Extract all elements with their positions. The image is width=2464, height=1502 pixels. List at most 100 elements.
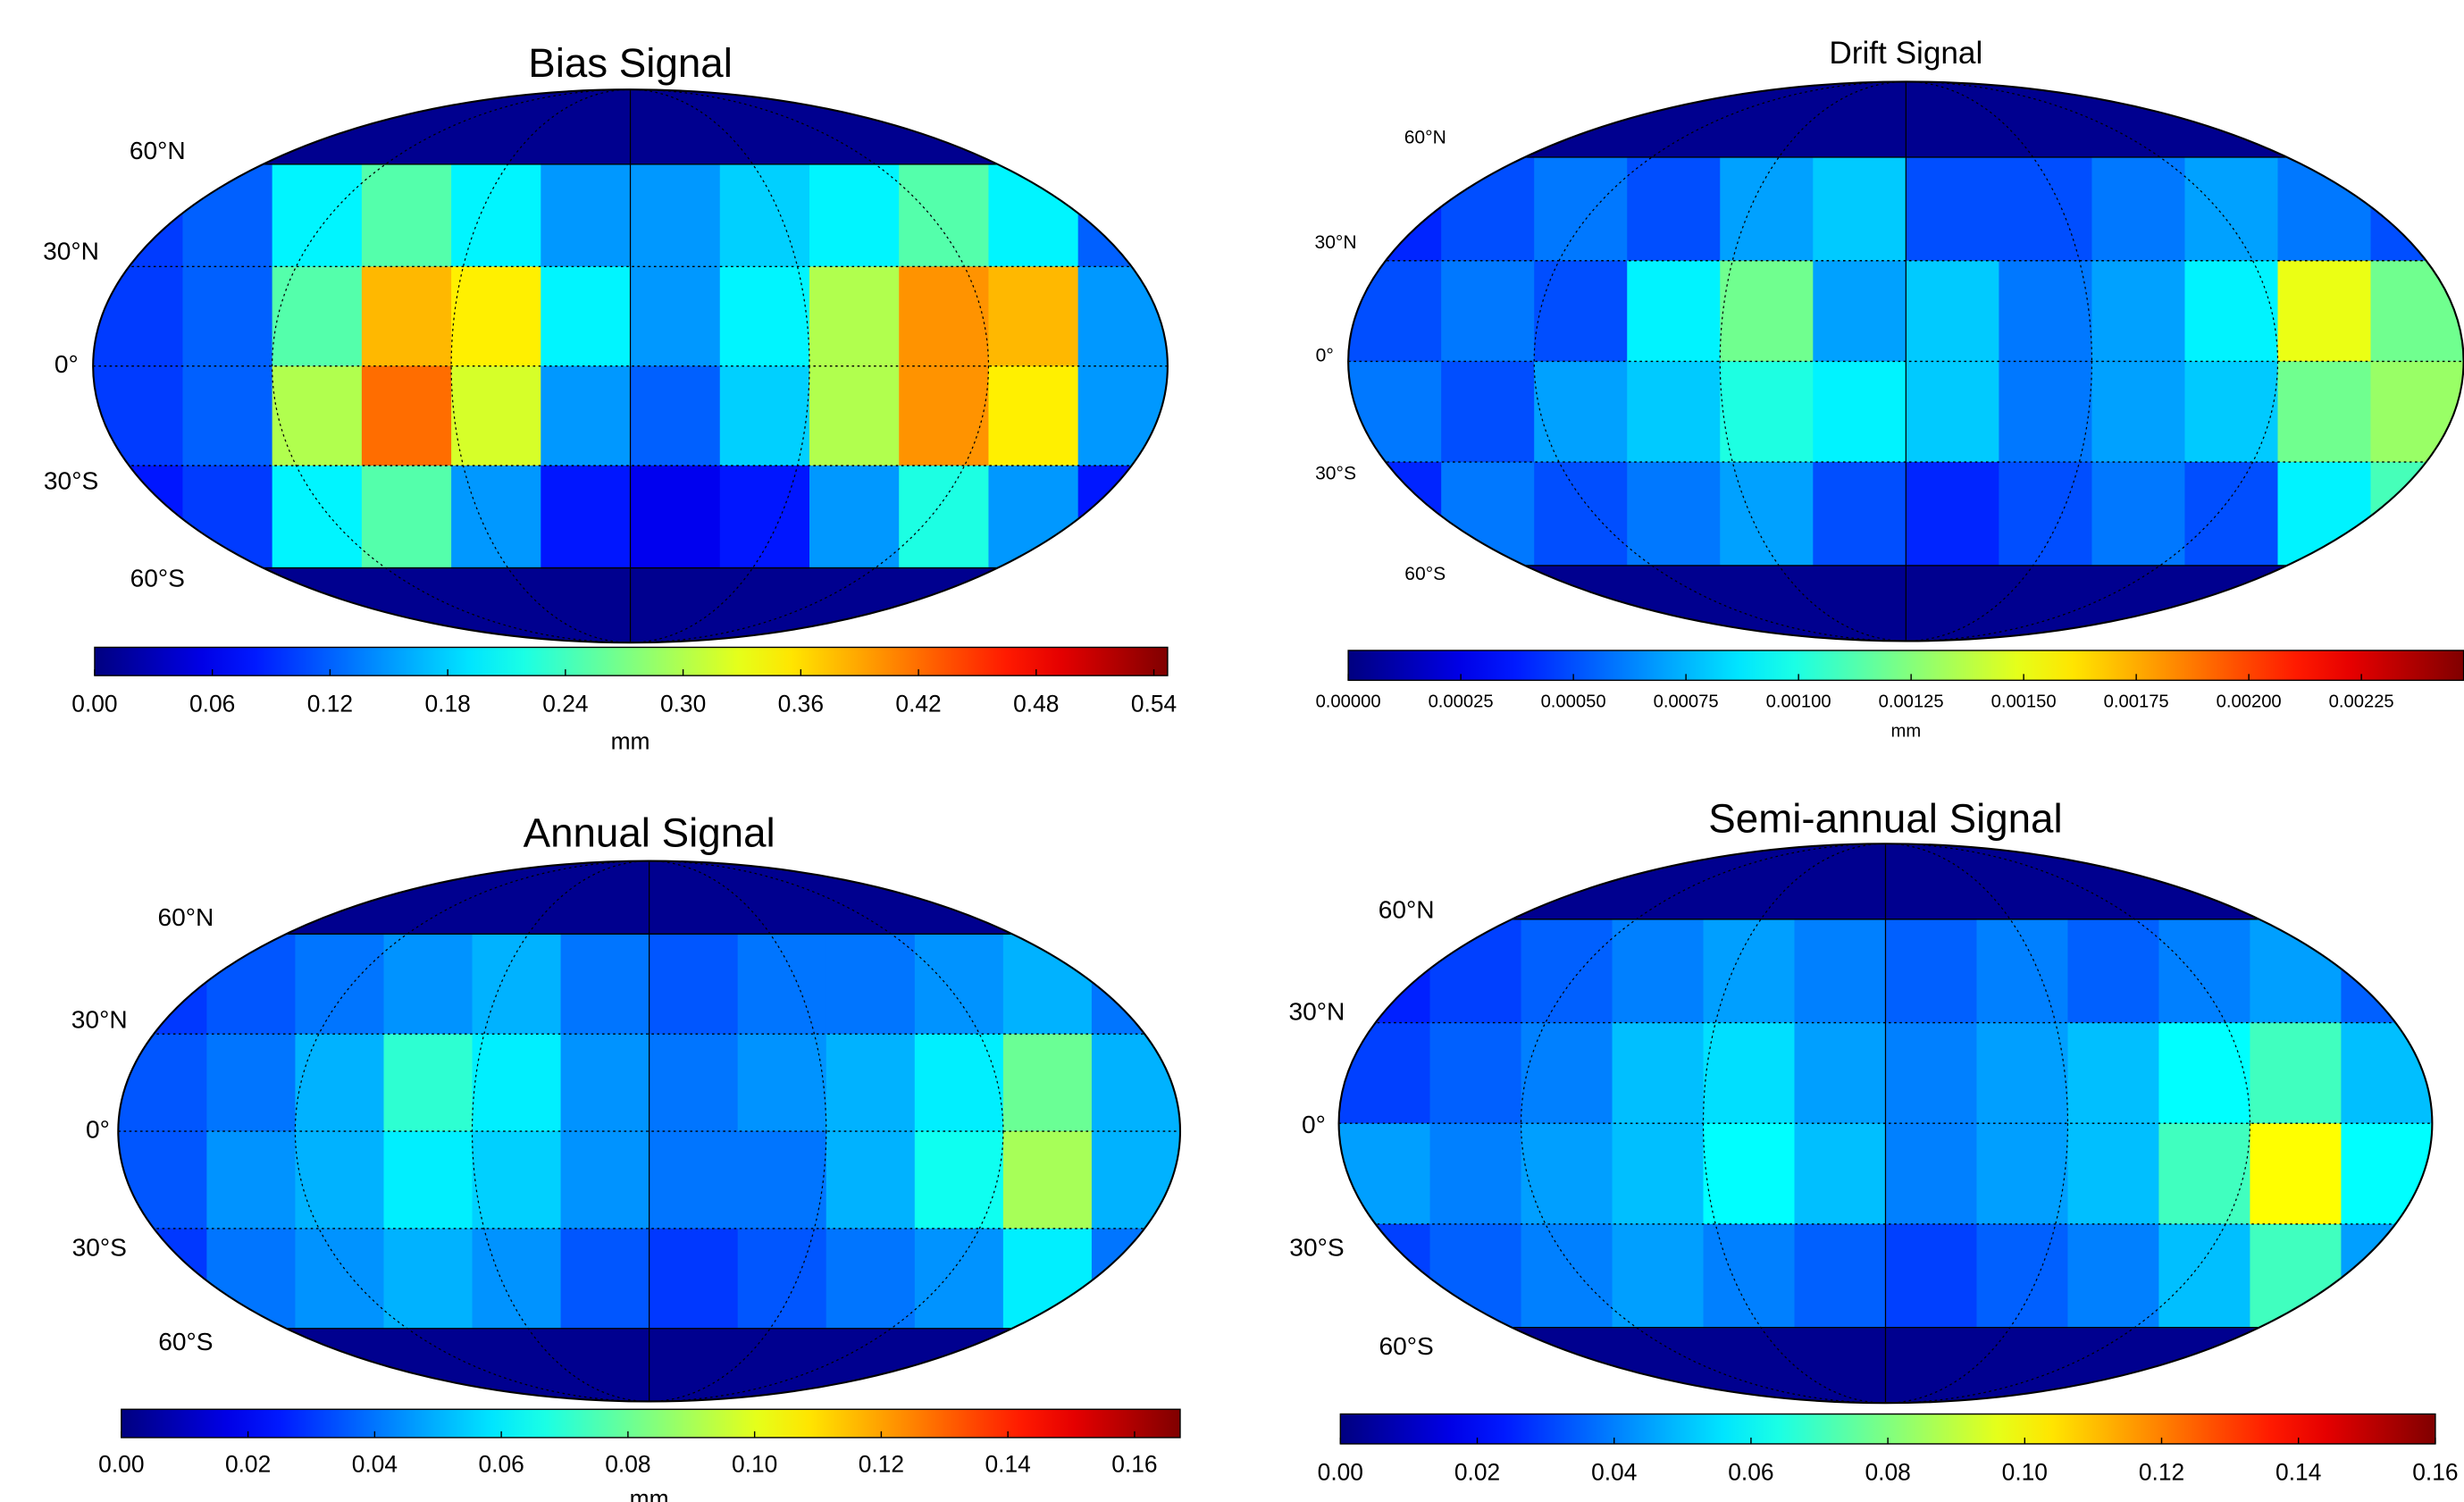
map [1338, 843, 2433, 1404]
grid-cell [2158, 1022, 2250, 1124]
grid-cell [2158, 1223, 2250, 1329]
grid-cell [1002, 1228, 1093, 1330]
grid-cell [1612, 1022, 1705, 1124]
grid-cell [1534, 462, 1628, 566]
grid-cell [1091, 1034, 1180, 1132]
grid-cell [1612, 1223, 1705, 1329]
grid-cell [560, 1034, 650, 1132]
grid-cell [719, 266, 810, 367]
grid-cell [1429, 1022, 1522, 1124]
grid-cell [295, 1131, 385, 1229]
grid-cell [1976, 919, 2068, 1024]
grid-cell [630, 266, 721, 367]
grid-cell [1703, 1123, 1796, 1225]
colorbar-tick-label: 0.12 [307, 690, 353, 717]
lat-label: 60°S [1379, 1332, 1434, 1360]
grid-cell [1441, 361, 1535, 463]
grid-cell [826, 1228, 916, 1330]
grid-cell [1534, 361, 1628, 463]
grid-cell [737, 1034, 827, 1132]
grid-cell [1348, 156, 1442, 262]
grid-cell [1091, 1228, 1180, 1330]
grid-cell [1441, 156, 1535, 262]
map [118, 860, 1180, 1402]
lat-label: 60°N [1404, 127, 1446, 147]
grid-cell [560, 934, 650, 1035]
grid-cell [1794, 1022, 1887, 1124]
map-outline [92, 88, 1169, 644]
lat-label: 60°N [158, 903, 214, 931]
colorbar-tick-label: 0.00 [98, 1451, 144, 1478]
grid-cell [899, 466, 989, 569]
grid-cell [2067, 919, 2159, 1024]
colorbar-tick-label: 0.08 [1865, 1458, 1910, 1485]
grid-cell [719, 365, 810, 466]
lat-label: 60°S [1404, 564, 1446, 584]
grid-cell [1534, 260, 1628, 362]
grid-cell [1906, 361, 1999, 463]
grid-cell [914, 1034, 1004, 1132]
colorbar-tick-label: 0.00175 [2104, 692, 2169, 711]
grid-cell [272, 164, 363, 267]
grid-cell [1077, 466, 1168, 569]
grid-cell [1002, 1131, 1093, 1229]
map [93, 89, 1168, 643]
grid-cell [899, 266, 989, 367]
grid-cell [1976, 1223, 2068, 1329]
grid-cell [630, 466, 721, 569]
meridian [1520, 843, 2251, 1404]
grid-cell [118, 934, 207, 1035]
colorbar-tick-label: 0.16 [1111, 1451, 1157, 1478]
colorbar-tick-label: 0.04 [1591, 1458, 1637, 1485]
lat-label: 30°N [1289, 998, 1345, 1026]
grid-cell [2370, 260, 2464, 362]
meridian [450, 89, 810, 643]
lat-label: 30°S [1289, 1233, 1344, 1261]
colorbar-tick-label: 0.00200 [2217, 692, 2282, 711]
colorbar-tick-label: 0.30 [660, 690, 706, 717]
grid-cell [361, 164, 452, 267]
colorbar-tick-label: 0.12 [859, 1451, 904, 1478]
colorbar-tick-label: 0.00050 [1541, 692, 1606, 711]
panel-title: Drift Signal [1829, 36, 1982, 71]
grid-cell [1338, 1223, 1431, 1329]
grid-cell [649, 1228, 739, 1330]
colorbar-tick-label: 0.04 [352, 1451, 398, 1478]
colorbar-tick-label: 0.06 [1728, 1458, 1773, 1485]
grid-cell [2158, 919, 2250, 1024]
grid-cell [719, 164, 810, 267]
grid-cell [560, 1228, 650, 1330]
colorbar-tick-label: 0.06 [478, 1451, 524, 1478]
grid-cell [988, 164, 1079, 267]
grid-cell [2067, 1223, 2159, 1329]
colorbar-unit: mm [630, 1485, 669, 1502]
grid-cell [2184, 361, 2279, 463]
grid-cell [1077, 266, 1168, 367]
grid-cell [182, 365, 273, 466]
grid-cell [1976, 1123, 2068, 1225]
grid-cell [988, 365, 1079, 466]
grid-cell [1348, 462, 1442, 566]
grid-cell [118, 1228, 207, 1330]
grid-cell [2341, 1123, 2433, 1225]
grid-cell [272, 266, 363, 367]
lat-label: 30°S [1315, 464, 1356, 484]
grid-cell [914, 1228, 1004, 1330]
grid-cell [182, 466, 273, 569]
colorbar-tick-label: 0.00150 [1991, 692, 2057, 711]
grid-cell [93, 365, 183, 466]
grid-cell [1627, 260, 1721, 362]
colorbar-tick-label: 0.12 [2139, 1458, 2184, 1485]
lat-label: 60°N [130, 137, 186, 164]
grid-cell [1720, 156, 1814, 262]
grid-cell [361, 466, 452, 569]
grid-cell [649, 934, 739, 1035]
meridian [294, 860, 1004, 1402]
grid-cell [451, 164, 541, 267]
grid-cell [1612, 1123, 1705, 1225]
grid-cell [899, 365, 989, 466]
grid-cell [383, 1228, 474, 1330]
grid-cell [630, 365, 721, 466]
grid-cell [1999, 156, 2092, 262]
